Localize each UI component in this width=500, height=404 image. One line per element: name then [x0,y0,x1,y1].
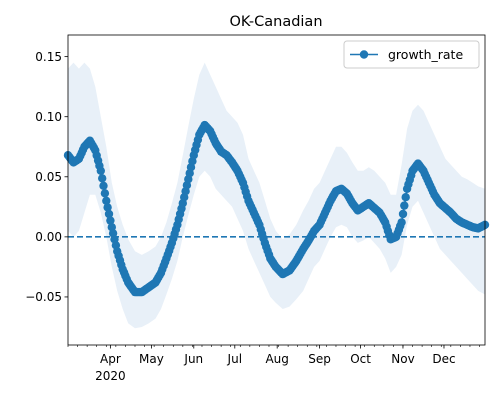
growth-rate-point [397,218,406,227]
confidence-band [68,62,485,329]
growth-rate-point [400,201,409,210]
legend: growth_rate [343,40,480,69]
growth-rate-point [98,174,107,183]
x-tick-label: Jul [227,352,242,366]
growth-rate-point [401,193,410,202]
x-tick-label: Nov [391,352,414,366]
x-tick-label: Apr [100,352,121,366]
legend-box [343,40,480,69]
x-tick-label: Jun [183,352,203,366]
x-tick-year-label: 2020 [95,369,126,383]
legend-label: growth_rate [388,47,463,62]
plot-frame [67,34,486,346]
x-tick-label: Dec [432,352,455,366]
growth-rate-point [100,189,110,198]
legend-marker-swatch [359,50,369,59]
y-tick-label: 0.00 [35,230,62,244]
growth-rate-point [398,209,408,219]
x-tick-label: Oct [350,352,371,366]
y-tick-label: 0.05 [35,170,62,184]
x-tick-label: May [139,352,164,366]
confidence-band-layer [68,62,485,329]
growth-rate-point [103,203,112,212]
growth-rate-point [99,181,108,190]
axes-layer: −0.05 0.00 0.05 0.10 0.15 Apr 2020 May Jun Jul Aug… [25,34,486,383]
y-tick-label: −0.05 [25,290,62,304]
series-layer [63,120,490,297]
growth-rate-point [102,196,111,205]
y-tick-label: 0.10 [35,110,62,124]
growth-rate-point [106,216,115,225]
y-tick-label: 0.15 [35,50,62,64]
x-tick-label: Aug [265,352,288,366]
x-tick-label: Sep [308,352,331,366]
growth-rate-point [96,166,106,175]
growth-rate-point [104,209,114,219]
chart-title: OK-Canadian [229,14,322,30]
